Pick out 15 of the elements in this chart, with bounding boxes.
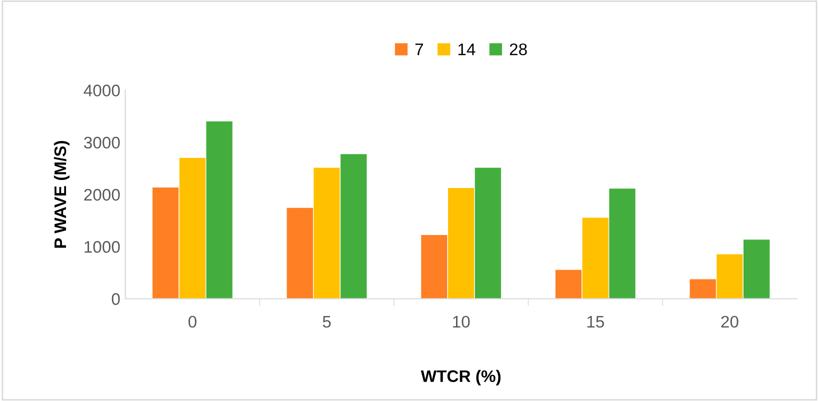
x-tick-label: 20 — [721, 316, 738, 328]
x-tick-label: 15 — [587, 316, 604, 328]
x-axis-title: WTCR (%) — [420, 370, 501, 386]
y-tick-label: 3000 — [84, 136, 120, 149]
y-tick-label: 2000 — [84, 188, 120, 201]
legend-label: 14 — [458, 44, 476, 56]
y-tick-label: 4000 — [84, 84, 120, 96]
legend-label: 7 — [415, 44, 424, 56]
y-axis-title: P WAVE (M/S) — [54, 140, 70, 248]
x-tick-label: 0 — [188, 316, 196, 328]
y-tick-label: 1000 — [84, 241, 120, 253]
legend-label: 28 — [510, 43, 527, 56]
x-tick-label: 10 — [453, 316, 470, 328]
y-tick-label: 0 — [112, 293, 120, 305]
x-tick-label: 5 — [322, 316, 331, 328]
